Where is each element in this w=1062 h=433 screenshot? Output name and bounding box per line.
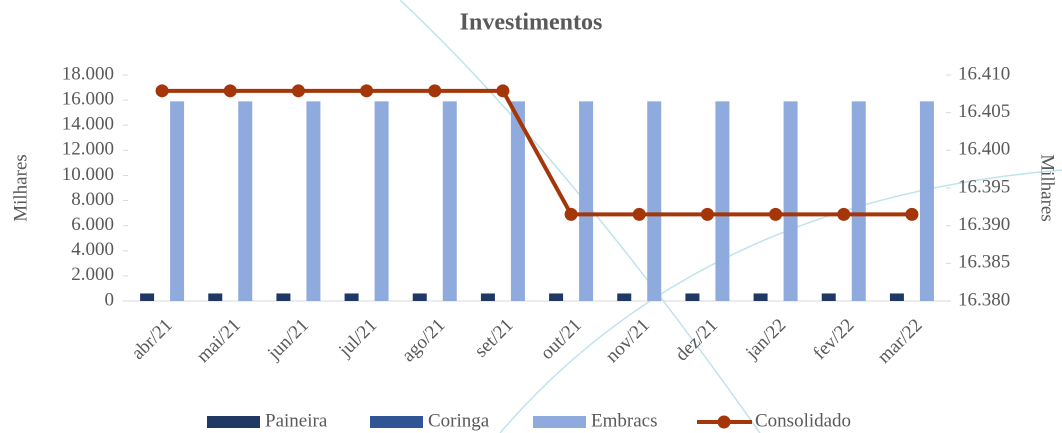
y-tick-label: 10.000 [62, 164, 114, 185]
bar [510, 101, 525, 301]
bar [549, 293, 564, 301]
bar [889, 293, 904, 301]
bar [480, 293, 495, 301]
bar [647, 101, 662, 301]
y2-tick-label: 16.395 [958, 176, 1010, 197]
line-point [360, 84, 374, 98]
legend-label: Coringa [428, 410, 490, 431]
bar [344, 293, 359, 301]
x-tick-label: jun/21 [263, 315, 313, 365]
legend-label: Embracs [591, 410, 657, 431]
x-tick-label: set/21 [471, 315, 518, 362]
bar [208, 293, 223, 301]
line [162, 88, 912, 217]
legend-label: Paineira [265, 410, 328, 431]
x-tick-label: jul/21 [334, 315, 381, 362]
bar [374, 101, 389, 301]
bar [412, 293, 427, 301]
bar [851, 101, 866, 301]
y2-tick-label: 16.385 [958, 252, 1010, 273]
y2-tick-label: 16.410 [958, 63, 1010, 84]
y-tick-label: 8.000 [71, 189, 114, 210]
line-point [496, 84, 510, 98]
legend-label: Consolidado [755, 410, 851, 431]
y-axis-label: Milhares [10, 154, 31, 222]
line-point [769, 207, 783, 221]
bar [617, 293, 632, 301]
y-tick-label: 2.000 [71, 264, 114, 285]
y2-tick-label: 16.380 [958, 289, 1010, 310]
x-tick-label: abr/21 [128, 315, 177, 364]
x-tick-label: out/21 [537, 315, 586, 364]
bar [821, 293, 836, 301]
x-tick-label: nov/21 [602, 315, 654, 367]
bar [442, 101, 457, 301]
legend-swatch [533, 416, 586, 428]
line-point [291, 84, 305, 98]
bar [715, 101, 730, 301]
x-tick-label: mai/21 [193, 315, 245, 367]
legend-swatch [370, 416, 423, 428]
line-point [428, 84, 442, 98]
legend-swatch [717, 415, 731, 429]
y-tick-label: 12.000 [62, 139, 114, 160]
y-tick-label: 0 [105, 289, 115, 310]
bar [306, 101, 321, 301]
line-point [632, 207, 646, 221]
bar [238, 101, 253, 301]
y-tick-label: 14.000 [62, 114, 114, 135]
y2-tick-label: 16.390 [958, 214, 1010, 235]
decoration [399, 0, 761, 433]
y-tick-label: 4.000 [71, 239, 114, 260]
bar [170, 101, 185, 301]
line-point [837, 207, 851, 221]
line-point [155, 84, 169, 98]
decoration [499, 169, 1062, 433]
y-tick-label: 6.000 [71, 214, 114, 235]
line-point [223, 84, 237, 98]
x-tick-label: jan/22 [741, 315, 790, 364]
y-tick-label: 16.000 [62, 88, 114, 109]
y2-tick-label: 16.400 [958, 139, 1010, 160]
x-tick-label: mar/22 [874, 315, 927, 368]
y2-tick-label: 16.405 [958, 101, 1010, 122]
legend-swatch [207, 416, 260, 428]
bar [579, 101, 594, 301]
line-point [564, 207, 578, 221]
x-tick-label: ago/21 [398, 315, 449, 366]
y2-axis-label: Milhares [1037, 154, 1058, 222]
bar [685, 293, 700, 301]
line-point [905, 207, 919, 221]
line-point [700, 207, 714, 221]
bar [140, 293, 155, 301]
bar [783, 101, 798, 301]
bar [919, 101, 934, 301]
y-tick-label: 18.000 [62, 63, 114, 84]
bar [753, 293, 768, 301]
x-tick-label: fev/22 [809, 315, 858, 364]
bar [276, 293, 291, 301]
chart-title: Investimentos [460, 10, 603, 36]
